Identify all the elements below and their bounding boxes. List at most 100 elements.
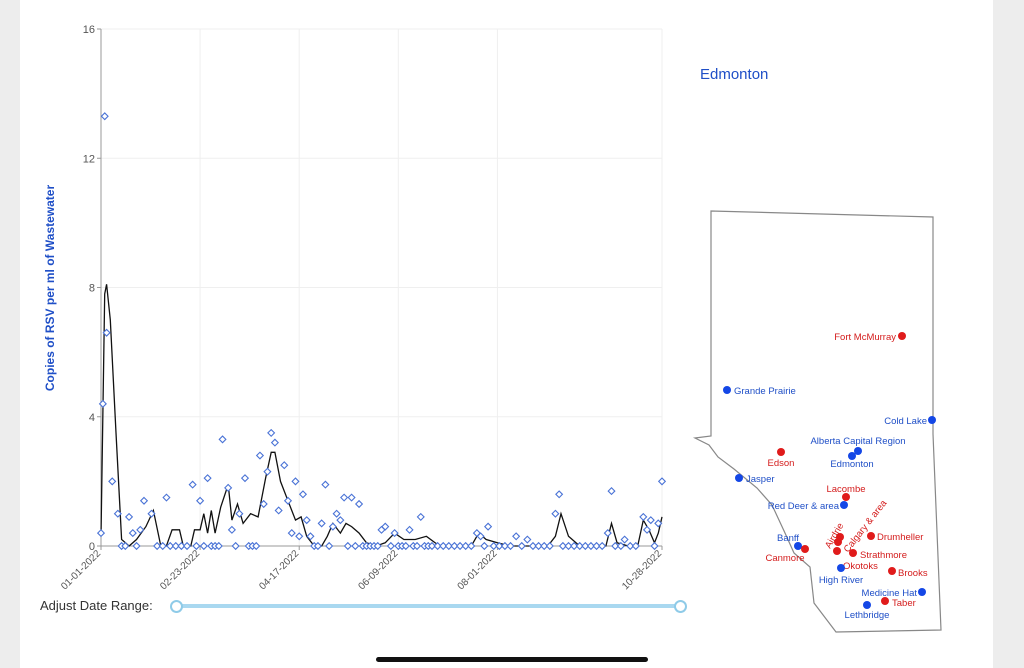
date-range-end-handle[interactable] [674,600,687,613]
site-marker-strathmore[interactable] [849,549,857,557]
x-tick-label: 01-01-2022 [59,548,103,592]
data-point [551,509,560,518]
site-label-medicine-hat[interactable]: Medicine Hat [862,588,918,599]
marker-layer [96,112,667,551]
y-tick-label: 8 [89,283,95,295]
data-point [467,541,476,551]
data-point [177,541,186,551]
y-axis-title: Copies of RSV per ml of Wastewater [43,185,57,392]
data-point [650,541,659,551]
site-label-strathmore[interactable]: Strathmore [860,550,907,561]
site-label-edmonton[interactable]: Edmonton [830,459,873,470]
data-point [381,522,390,531]
data-point [401,541,410,551]
site-marker-drumheller[interactable] [867,532,875,540]
site-marker-jasper[interactable] [735,474,743,482]
data-point [534,541,543,551]
data-point [124,512,134,521]
site-label-alberta-capital-region[interactable]: Alberta Capital Region [810,436,905,447]
data-point [616,541,625,551]
site-label-banff[interactable]: Banff [777,533,799,544]
alberta-outline [692,210,942,633]
data-point [586,541,596,551]
home-indicator [376,657,648,662]
site-label-lacombe[interactable]: Lacombe [826,484,865,495]
site-label-grande-prairie[interactable]: Grande Prairie [734,386,796,397]
data-point [592,541,601,551]
data-point [96,528,106,538]
data-point [558,541,567,551]
data-point [218,435,227,444]
data-point [581,541,590,551]
selected-location-title: Edmonton [700,66,769,83]
site-label-red-deer-area[interactable]: Red Deer & area [768,501,840,512]
data-point [347,493,356,502]
site-marker-edmonton[interactable] [848,452,856,460]
data-point [108,477,117,486]
data-point [386,541,395,551]
data-point [598,541,607,551]
date-range-start-handle[interactable] [170,600,183,613]
data-point [336,516,345,525]
data-point [611,541,620,551]
x-tick-label: 04-17-2022 [257,548,301,592]
site-label-high-river[interactable]: High River [819,575,863,586]
data-point [642,525,652,534]
x-tick-label: 10-28-2022 [620,548,664,592]
data-point [555,490,564,499]
site-label-okotoks[interactable]: Okotoks [843,561,878,572]
site-label-lethbridge[interactable]: Lethbridge [845,610,890,621]
site-label-fort-mcmurray[interactable]: Fort McMurray [834,332,896,343]
date-range-slider-track[interactable] [176,604,681,608]
data-point [620,535,629,544]
y-tick-label: 0 [89,541,95,553]
site-label-taber[interactable]: Taber [892,598,916,609]
site-marker-high-river[interactable] [837,564,845,572]
data-point [373,541,382,551]
site-label-drumheller[interactable]: Drumheller [877,532,923,543]
site-marker-okotoks[interactable] [833,547,841,555]
site-marker-lethbridge[interactable] [863,601,871,609]
site-marker-lacombe[interactable] [842,493,850,501]
site-label-brooks[interactable]: Brooks [898,568,928,579]
data-point [132,541,141,551]
data-point [100,112,109,121]
site-marker-grande-prairie[interactable] [723,386,731,394]
site-marker-red-deer-area[interactable] [840,501,848,509]
data-point [171,541,180,551]
data-point [517,541,526,551]
site-marker-airdrie[interactable] [834,538,842,546]
data-point [214,541,223,551]
site-marker-taber[interactable] [881,597,889,605]
data-point [240,474,250,483]
site-marker-medicine-hat[interactable] [918,588,926,596]
data-point [512,532,521,541]
site-marker-canmore[interactable] [801,545,809,553]
data-point [182,541,192,551]
site-marker-cold-lake[interactable] [928,416,936,424]
trend-line [100,284,663,547]
x-tick-label: 02-23-2022 [158,548,202,592]
site-marker-brooks[interactable] [888,567,896,575]
site-marker-alberta-capital-region[interactable] [854,447,862,455]
data-point [340,493,349,502]
data-point [295,532,304,541]
data-point [302,516,311,525]
data-point [343,541,352,551]
site-label-jasper[interactable]: Jasper [746,474,775,485]
site-marker-edson[interactable] [777,448,785,456]
site-label-canmore[interactable]: Canmore [765,553,804,564]
site-marker-banff[interactable] [794,542,802,550]
data-point [317,519,326,528]
site-label-edson[interactable]: Edson [768,458,795,469]
data-point [136,525,145,534]
data-point [654,519,663,528]
data-point [540,541,549,551]
data-point [495,541,504,551]
site-marker-fort-mcmurray[interactable] [898,332,906,340]
x-tick-label: 08-01-2022 [456,548,500,592]
data-point [450,541,459,551]
site-label-cold-lake[interactable]: Cold Lake [884,416,927,427]
data-point [128,528,137,538]
data-point [291,477,300,486]
